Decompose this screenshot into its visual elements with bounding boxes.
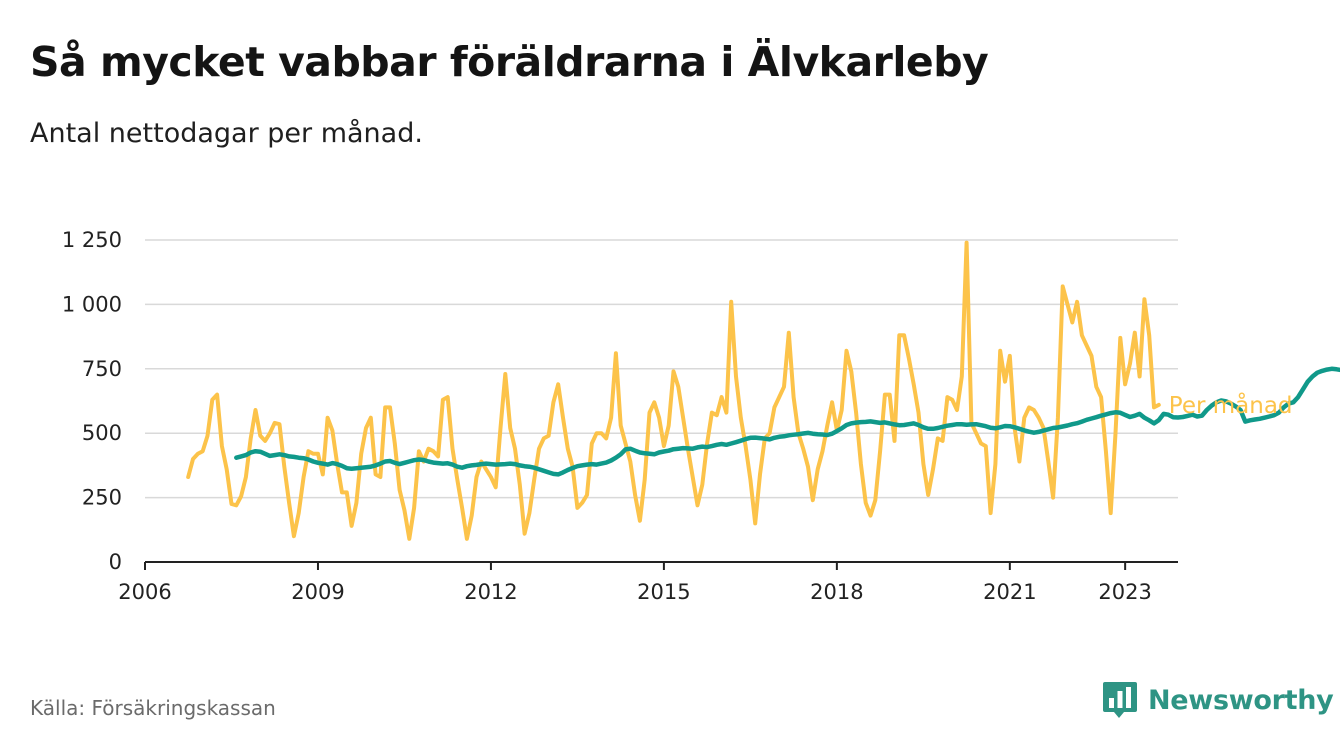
chart-subtitle: Antal nettodagar per månad. — [30, 118, 423, 149]
x-tick-label: 2021 — [983, 580, 1036, 604]
monthly-series-label: Per månad — [1169, 391, 1293, 419]
y-tick-label: 1 250 — [62, 228, 122, 252]
source-note: Källa: Försäkringskassan — [30, 696, 276, 720]
y-tick-label: 0 — [109, 550, 122, 574]
x-tick-label: 2018 — [810, 580, 863, 604]
chart-title: Så mycket vabbar föräldrarna i Älvkarleb… — [30, 38, 989, 86]
x-tick-label: 2023 — [1098, 580, 1151, 604]
x-tick-label: 2006 — [118, 580, 171, 604]
brand-name: Newsworthy — [1148, 684, 1334, 716]
x-tick-label: 2012 — [464, 580, 517, 604]
brand-logo: Newsworthy — [1102, 680, 1334, 720]
series-lines — [186, 240, 1340, 541]
y-tick-label: 1 000 — [62, 292, 122, 316]
series-labels: TrendPer månad — [1169, 391, 1293, 419]
x-tick-label: 2009 — [291, 580, 344, 604]
trend-series-line — [234, 366, 1340, 477]
monthly-series-line — [186, 240, 1161, 541]
axes: 0 250 500 750 1 000 1 250 2006 2009 2012 2015 2018… — [62, 228, 1178, 604]
bar-chart-speech-bubble-icon — [1103, 682, 1137, 718]
x-tick-label: 2015 — [637, 580, 690, 604]
y-tick-label: 750 — [82, 357, 122, 381]
y-tick-label: 250 — [82, 486, 122, 510]
y-tick-label: 500 — [82, 421, 122, 445]
